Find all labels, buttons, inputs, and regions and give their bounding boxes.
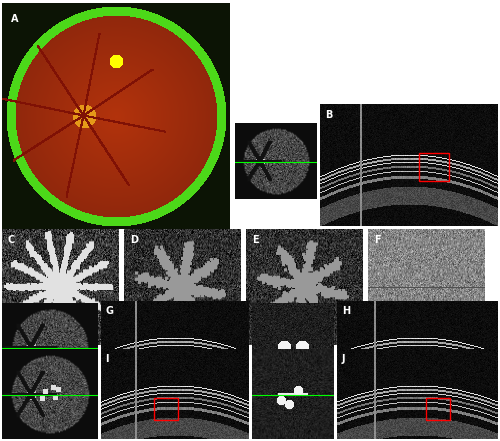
Text: E: E: [252, 235, 258, 245]
Text: I: I: [106, 354, 109, 363]
Bar: [426, 350, 450, 371]
Text: D: D: [130, 235, 138, 245]
Text: C: C: [8, 235, 15, 245]
Bar: [426, 397, 450, 419]
Text: F: F: [374, 235, 380, 245]
Text: G: G: [106, 306, 114, 315]
Bar: [418, 153, 448, 180]
Text: A: A: [11, 14, 18, 24]
Bar: [154, 350, 178, 371]
Bar: [154, 397, 178, 419]
Text: H: H: [342, 306, 350, 315]
Text: J: J: [342, 354, 345, 363]
Text: B: B: [326, 110, 332, 120]
